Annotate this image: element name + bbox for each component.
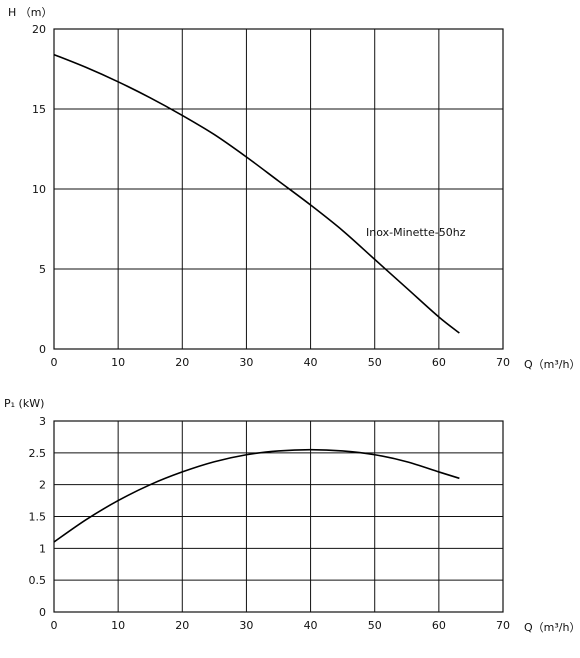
power-y-tick-2.5: 2.5 — [29, 447, 47, 460]
head-x-tick-0: 0 — [51, 356, 58, 369]
power-y-tick-1.5: 1.5 — [29, 511, 47, 524]
power-y-tick-0: 0 — [39, 606, 46, 619]
power-y-tick-0.5: 0.5 — [29, 574, 47, 587]
power-x-tick-20: 20 — [175, 619, 189, 632]
head-x-tick-50: 50 — [368, 356, 382, 369]
power-y-tick-1: 1 — [39, 542, 46, 555]
head-y-tick-20: 20 — [32, 23, 46, 36]
head-y-axis-label: H （m） — [8, 6, 52, 19]
power-chart-frame — [53, 420, 504, 613]
power-y-tick-2: 2 — [39, 479, 46, 492]
head-x-tick-70: 70 — [496, 356, 510, 369]
head-x-tick-40: 40 — [304, 356, 318, 369]
head-x-tick-60: 60 — [432, 356, 446, 369]
power-y-axis-label: P₁ (kW) — [4, 397, 44, 410]
head-series-label: Inox-Minette-50hz — [366, 226, 466, 239]
power-x-tick-40: 40 — [304, 619, 318, 632]
head-y-tick-10: 10 — [32, 183, 46, 196]
head-y-tick-0: 0 — [39, 343, 46, 356]
power-x-tick-30: 30 — [239, 619, 253, 632]
power-y-tick-3: 3 — [39, 415, 46, 428]
head-x-axis-label: Q（m³/h） — [524, 358, 580, 371]
head-curve — [53, 53, 460, 334]
power-x-tick-10: 10 — [111, 619, 125, 632]
head-y-tick-15: 15 — [32, 103, 46, 116]
head-y-tick-5: 5 — [39, 263, 46, 276]
head-chart: 0 10 20 30 40 50 60 70 0 5 10 15 20 H （m） Q（m³/h） I… — [8, 6, 580, 371]
power-x-tick-70: 70 — [496, 619, 510, 632]
power-curve — [53, 448, 460, 543]
power-x-tick-50: 50 — [368, 619, 382, 632]
head-chart-frame — [53, 28, 504, 350]
power-x-tick-60: 60 — [432, 619, 446, 632]
head-x-tick-30: 30 — [239, 356, 253, 369]
power-x-axis-label: Q（m³/h） — [524, 621, 580, 634]
power-chart: 0 10 20 30 40 50 60 70 0 0.5 1 1.5 2 2.5 3 P₁ (kW) Q（… — [4, 397, 580, 634]
head-x-tick-10: 10 — [111, 356, 125, 369]
head-x-tick-20: 20 — [175, 356, 189, 369]
power-x-tick-0: 0 — [51, 619, 58, 632]
